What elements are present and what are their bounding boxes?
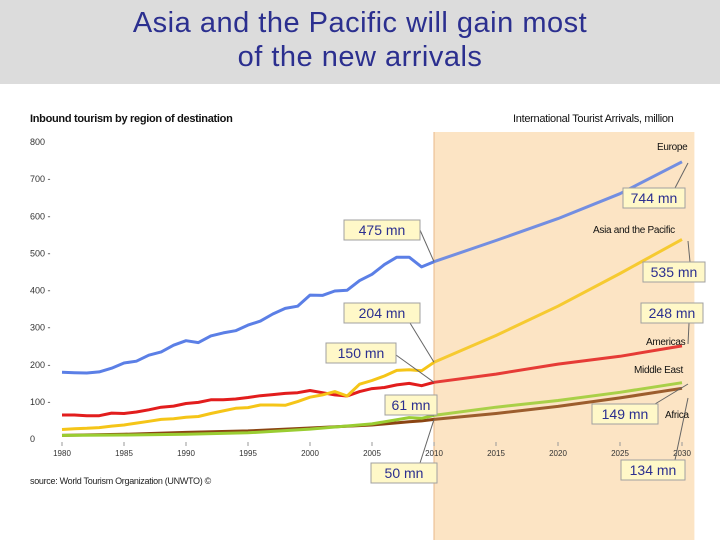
callout-box (370, 462, 438, 484)
x-tick-label: 2010 (425, 449, 443, 458)
series-label-africa: Africa (665, 410, 690, 421)
y-tick-label: 500 - (30, 248, 51, 258)
y-tick-label: 0 (30, 434, 35, 444)
callout-leader (395, 354, 435, 383)
callout-label: 50 mn (385, 465, 424, 481)
series-label-asia_pacific: Asia and the Pacific (593, 225, 675, 236)
callout-label: 475 mn (359, 222, 406, 238)
x-tick-label: 1990 (177, 449, 195, 458)
y-tick-label: 300 - (30, 323, 51, 333)
callout-leader (409, 322, 435, 363)
callout-label: 744 mn (631, 190, 678, 206)
series-line-europe-forecast (433, 160, 683, 264)
series-line-americas-actual (62, 380, 435, 418)
chart-source: source: World Tourism Organization (UNWT… (30, 476, 212, 486)
callout-label: 149 mn (602, 406, 649, 422)
x-tick-label: 2020 (549, 449, 567, 458)
slide-title-bar: Asia and the Pacific will gain most of t… (0, 0, 720, 84)
callout-leader (674, 162, 689, 189)
series-label-europe: Europe (657, 142, 688, 153)
callout-leader (654, 383, 689, 405)
callouts: 744 mn 475 mn 535 mn 204 mn 248 mn 150 mn 61 m… (325, 187, 706, 484)
y-tick-label: 400 - (30, 286, 51, 296)
slide-title-line-2: of the new arrivals (237, 41, 483, 73)
series-line-asia_pacific-forecast (433, 238, 683, 364)
axis-ticks: 0 100 - 200 - 300 - 400 - 500 - 600 - 700 - 800 1… (30, 137, 691, 458)
callout-leader (419, 419, 435, 464)
callout-box (622, 187, 686, 209)
callout-leader (687, 240, 691, 263)
series-label-americas: Americas (646, 337, 686, 348)
callout-label: 535 mn (651, 264, 698, 280)
series-line-asia_pacific-actual (61, 361, 435, 431)
series-group (61, 160, 683, 437)
x-tick-label: 2025 (611, 449, 629, 458)
callout-box (591, 403, 659, 425)
series-line-middle_east-forecast (433, 381, 683, 417)
callout-box (642, 261, 706, 283)
callout-label: 134 mn (630, 462, 677, 478)
callout-label: 248 mn (649, 305, 696, 321)
callout-box (384, 394, 438, 416)
series-line-americas-forecast (433, 344, 683, 384)
slide-title-line-1: Asia and the Pacific will gain most (132, 7, 588, 39)
callout-box (640, 302, 704, 324)
x-tick-label: 1980 (53, 449, 71, 458)
x-tick-label: 1995 (239, 449, 257, 458)
callout-label: 150 mn (338, 345, 385, 361)
chart-subtitle: International Tourist Arrivals, million (513, 113, 674, 125)
callout-leader (674, 397, 689, 461)
x-tick-label: 2005 (363, 449, 381, 458)
slide-title: Asia and the Pacific will gain most of t… (0, 6, 720, 74)
callout-leader (419, 229, 435, 262)
y-tick-label: 200 - (30, 360, 51, 370)
callout-box (343, 302, 421, 324)
callout-label: 61 mn (392, 397, 431, 413)
series-labels: Europe Asia and the Pacific Americas Middle… (593, 142, 690, 421)
callout-box (620, 459, 686, 481)
callout-label: 204 mn (359, 305, 406, 321)
y-tick-label: 100 - (30, 397, 51, 407)
chart-title: Inbound tourism by region of destination (30, 113, 233, 125)
callout-box (343, 219, 421, 241)
y-tick-label: 700 - (30, 174, 51, 184)
x-tick-label: 2000 (301, 449, 319, 458)
series-line-africa-forecast (433, 386, 683, 421)
y-tick-label: 600 - (30, 211, 51, 221)
x-tick-label: 1985 (115, 449, 133, 458)
series-line-middle_east-actual (61, 413, 435, 437)
y-tick-label: 800 (30, 137, 45, 147)
callout-box (325, 342, 397, 364)
series-line-europe-actual (61, 255, 435, 375)
x-tick-label: 2015 (487, 449, 505, 458)
x-tick-label: 2030 (673, 449, 691, 458)
series-label-middle_east: Middle East (634, 365, 683, 376)
